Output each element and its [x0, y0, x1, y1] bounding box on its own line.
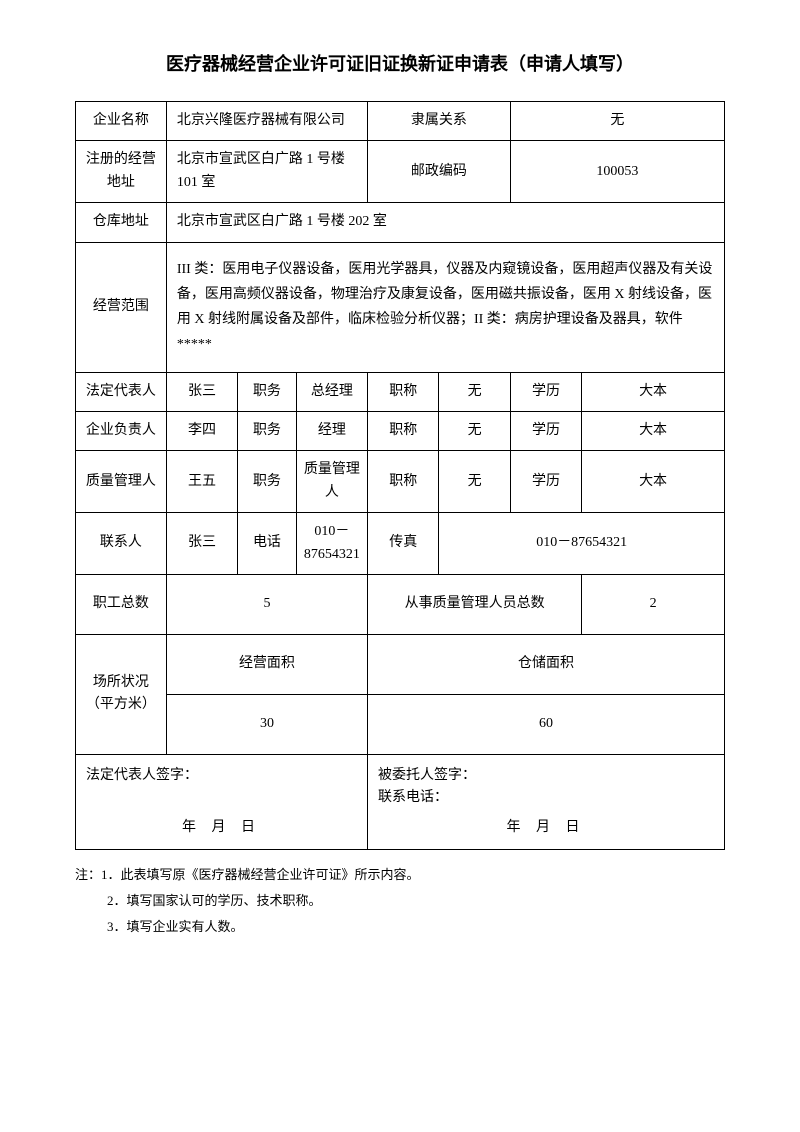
value-total-employees: 5 [166, 574, 367, 634]
value-business-area: 30 [166, 694, 367, 754]
label-title: 职称 [368, 411, 439, 450]
label-contact: 联系人 [76, 513, 167, 575]
note-1: 1．此表填写原《医疗器械经营企业许可证》所示内容。 [101, 867, 420, 882]
label-fax: 传真 [368, 513, 439, 575]
table-row: 企业名称 北京兴隆医疗器械有限公司 隶属关系 无 [76, 102, 725, 141]
value-postal-code: 100053 [510, 141, 724, 203]
table-row: 质量管理人 王五 职务 质量管理人 职称 无 学历 大本 [76, 451, 725, 513]
form-title: 医疗器械经营企业许可证旧证换新证申请表（申请人填写） [75, 50, 725, 76]
table-row: 职工总数 5 从事质量管理人员总数 2 [76, 574, 725, 634]
label-company-name: 企业名称 [76, 102, 167, 141]
value-legal-rep-title: 无 [439, 372, 510, 411]
label-business-area: 经营面积 [166, 634, 367, 694]
value-legal-rep-edu: 大本 [582, 372, 725, 411]
table-row: 联系人 张三 电话 010－87654321 传真 010－87654321 [76, 513, 725, 575]
note-2: 2．填写国家认可的学历、技术职称。 [75, 888, 725, 914]
label-scope: 经营范围 [76, 242, 167, 372]
value-manager-edu: 大本 [582, 411, 725, 450]
value-manager-name: 李四 [166, 411, 237, 450]
label-legal-sign: 法定代表人签字： [86, 768, 198, 783]
application-form-table: 企业名称 北京兴隆医疗器械有限公司 隶属关系 无 注册的经营地址 北京市宣武区白… [75, 101, 725, 850]
value-storage-area: 60 [368, 694, 725, 754]
label-qa-employees: 从事质量管理人员总数 [368, 574, 582, 634]
value-qa-employees: 2 [582, 574, 725, 634]
form-notes: 注：1．此表填写原《医疗器械经营企业许可证》所示内容。 2．填写国家认可的学历、… [75, 862, 725, 940]
table-row: 注册的经营地址 北京市宣武区白广路 1 号楼101 室 邮政编码 100053 [76, 141, 725, 203]
label-contact-phone: 联系电话： [378, 790, 448, 805]
value-contact-phone: 010－87654321 [296, 513, 367, 575]
label-position: 职务 [238, 372, 296, 411]
value-qa-title: 无 [439, 451, 510, 513]
note-line: 注：1．此表填写原《医疗器械经营企业许可证》所示内容。 [75, 862, 725, 888]
label-qa-manager: 质量管理人 [76, 451, 167, 513]
table-row: 仓库地址 北京市宣武区白广路 1 号楼 202 室 [76, 203, 725, 242]
table-row: 企业负责人 李四 职务 经理 职称 无 学历 大本 [76, 411, 725, 450]
value-contact-name: 张三 [166, 513, 237, 575]
table-row: 经营范围 III 类：医用电子仪器设备，医用光学器具，仪器及内窥镜设备，医用超声… [76, 242, 725, 372]
label-agent-sign: 被委托人签字： [378, 768, 476, 783]
table-row: 30 60 [76, 694, 725, 754]
table-row: 法定代表人 张三 职务 总经理 职称 无 学历 大本 [76, 372, 725, 411]
label-postal-code: 邮政编码 [368, 141, 511, 203]
value-warehouse: 北京市宣武区白广路 1 号楼 202 室 [166, 203, 724, 242]
label-reg-address: 注册的经营地址 [76, 141, 167, 203]
legal-sign-date: 年 月 日 [76, 817, 367, 839]
label-education: 学历 [510, 372, 581, 411]
label-title: 职称 [368, 451, 439, 513]
label-position: 职务 [238, 411, 296, 450]
value-company-name: 北京兴隆医疗器械有限公司 [166, 102, 367, 141]
value-reg-address: 北京市宣武区白广路 1 号楼101 室 [166, 141, 367, 203]
value-contact-fax: 010－87654321 [439, 513, 725, 575]
value-qa-edu: 大本 [582, 451, 725, 513]
label-title: 职称 [368, 372, 439, 411]
agent-sign-date: 年 月 日 [368, 817, 724, 839]
value-qa-name: 王五 [166, 451, 237, 513]
note-3: 3．填写企业实有人数。 [75, 914, 725, 940]
label-affiliation: 隶属关系 [368, 102, 511, 141]
agent-sign-cell: 被委托人签字： 联系电话： 年 月 日 [368, 754, 725, 849]
note-prefix: 注： [75, 867, 101, 882]
value-legal-rep-name: 张三 [166, 372, 237, 411]
label-legal-rep: 法定代表人 [76, 372, 167, 411]
value-manager-title: 无 [439, 411, 510, 450]
label-education: 学历 [510, 451, 581, 513]
value-qa-position: 质量管理人 [296, 451, 367, 513]
label-total-employees: 职工总数 [76, 574, 167, 634]
label-storage-area: 仓储面积 [368, 634, 725, 694]
table-row: 法定代表人签字： 年 月 日 被委托人签字： 联系电话： 年 月 日 [76, 754, 725, 849]
label-warehouse: 仓库地址 [76, 203, 167, 242]
label-phone: 电话 [238, 513, 296, 575]
value-manager-position: 经理 [296, 411, 367, 450]
value-legal-rep-position: 总经理 [296, 372, 367, 411]
value-affiliation: 无 [510, 102, 724, 141]
label-manager: 企业负责人 [76, 411, 167, 450]
label-education: 学历 [510, 411, 581, 450]
label-premises: 场所状况（平方米） [76, 634, 167, 754]
table-row: 场所状况（平方米） 经营面积 仓储面积 [76, 634, 725, 694]
value-scope: III 类：医用电子仪器设备，医用光学器具，仪器及内窥镜设备，医用超声仪器及有关… [166, 242, 724, 372]
legal-sign-cell: 法定代表人签字： 年 月 日 [76, 754, 368, 849]
label-position: 职务 [238, 451, 296, 513]
